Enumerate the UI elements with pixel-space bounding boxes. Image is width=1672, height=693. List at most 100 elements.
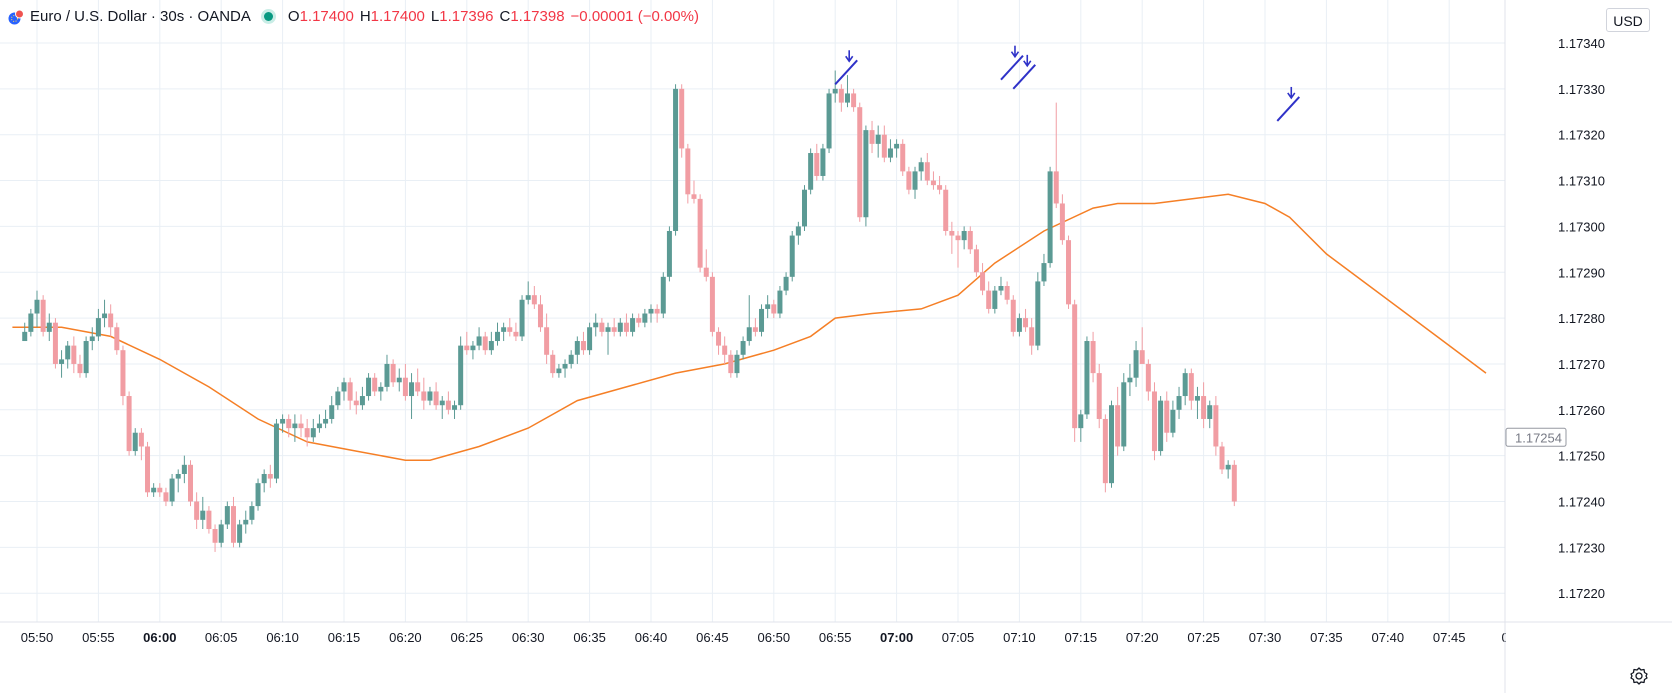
candle	[740, 336, 746, 360]
candle-body	[1078, 414, 1084, 429]
candle-body	[40, 299, 46, 332]
candle-body	[709, 276, 715, 332]
candle-body	[636, 318, 642, 323]
candle-body	[943, 189, 949, 231]
candle-body	[286, 418, 292, 429]
candle	[930, 171, 936, 190]
x-tick-label: 06:15	[328, 630, 361, 645]
candle	[22, 322, 28, 342]
candle	[973, 244, 979, 277]
candle	[145, 441, 151, 497]
candle-body	[255, 483, 261, 507]
x-tick-label: 06:30	[512, 630, 545, 645]
annotation-line	[1000, 55, 1024, 81]
candle-body	[887, 148, 893, 158]
candle	[169, 473, 175, 507]
candle	[1194, 386, 1200, 419]
candle-body	[132, 432, 138, 452]
candle	[181, 455, 187, 484]
candle	[83, 336, 89, 378]
candle	[458, 336, 464, 410]
candle-body	[495, 331, 500, 342]
x-tick-label: 06:20	[389, 630, 422, 645]
candle	[427, 386, 433, 406]
candle	[1219, 441, 1225, 474]
candle	[924, 153, 930, 186]
candle-body	[808, 153, 814, 190]
down-arrow-annotation[interactable]	[1276, 86, 1301, 122]
x-tick-label: 06:10	[266, 630, 299, 645]
annotations-layer[interactable]	[834, 45, 1301, 122]
down-arrow-annotation[interactable]	[1000, 45, 1024, 81]
symbol-legend[interactable]: Euro / U.S. Dollar · 30s · OANDA O 1.1740…	[8, 8, 699, 25]
candle	[52, 318, 58, 369]
candle	[660, 272, 666, 319]
y-tick-label: 1.17270	[1558, 357, 1605, 372]
arrow-down-head	[1010, 51, 1020, 59]
candle-body	[200, 510, 206, 520]
candle-body	[906, 171, 912, 190]
candle	[1213, 396, 1219, 456]
candle-body	[1201, 396, 1207, 419]
candle-body	[654, 308, 660, 314]
candle-body	[820, 148, 826, 176]
candle	[992, 286, 998, 314]
candle-body	[181, 464, 187, 474]
candle	[212, 524, 218, 552]
annotation-line	[834, 59, 858, 85]
candle-body	[802, 189, 807, 227]
candle-body	[544, 327, 550, 355]
candle-body	[912, 171, 918, 190]
candle	[95, 308, 101, 342]
candle-body	[574, 341, 580, 355]
symbol-title[interactable]: Euro / U.S. Dollar · 30s · OANDA	[30, 8, 251, 25]
candle	[1109, 400, 1114, 488]
candle-body	[1151, 391, 1157, 452]
candle	[673, 84, 679, 236]
candle	[519, 295, 525, 342]
candle-body	[163, 492, 169, 502]
candle	[1102, 414, 1108, 493]
currency-button[interactable]: USD	[1606, 8, 1650, 32]
candle-body	[759, 308, 765, 332]
candle	[955, 230, 961, 268]
candle	[421, 377, 427, 410]
candle	[728, 350, 734, 378]
candle	[863, 125, 869, 227]
candle-body	[937, 185, 943, 190]
candle-body	[771, 304, 777, 314]
candle	[875, 125, 881, 158]
x-tick-label: 05:55	[82, 630, 115, 645]
down-arrow-annotation[interactable]	[1012, 54, 1036, 90]
candle-body	[169, 478, 175, 502]
candle	[470, 341, 476, 360]
candle	[445, 391, 451, 415]
candle-body	[795, 226, 801, 236]
candle	[280, 414, 286, 433]
candle	[163, 487, 169, 507]
candle	[120, 345, 126, 406]
settings-gear-icon[interactable]	[1628, 665, 1650, 687]
candle	[808, 148, 814, 195]
down-arrow-annotation[interactable]	[834, 50, 858, 85]
candle	[1182, 368, 1188, 406]
candle-body	[1115, 405, 1121, 447]
close-key: C	[499, 8, 511, 25]
current-price-label: 1.17254	[1515, 430, 1562, 445]
candle	[65, 341, 71, 369]
candle	[562, 359, 568, 378]
candle-body	[1213, 405, 1219, 447]
candle	[452, 400, 458, 419]
candle	[906, 166, 912, 195]
candle-body	[844, 93, 850, 103]
x-tick-label: 06:05	[205, 630, 238, 645]
x-tick-label: 06:40	[635, 630, 668, 645]
candle-body	[752, 327, 758, 332]
candle	[648, 304, 654, 323]
candle	[1121, 373, 1127, 452]
candle-body	[673, 88, 679, 231]
x-tick-label: 06:45	[696, 630, 729, 645]
candle-body	[593, 322, 599, 328]
candle-body	[280, 418, 286, 424]
